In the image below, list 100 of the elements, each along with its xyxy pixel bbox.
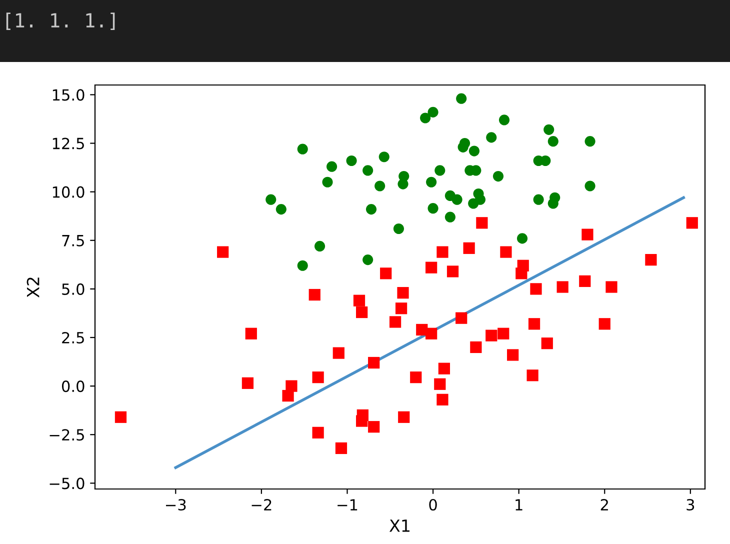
- point: [436, 246, 448, 258]
- point: [410, 372, 422, 384]
- y-tick-label: 15.0: [52, 89, 84, 101]
- point: [374, 180, 386, 192]
- point: [456, 312, 468, 324]
- point: [468, 146, 480, 156]
- point: [541, 338, 553, 350]
- point: [312, 372, 324, 384]
- point: [366, 204, 377, 215]
- point: [606, 281, 618, 293]
- x-tick-label: 0: [429, 498, 437, 511]
- point: [544, 124, 554, 135]
- point: [353, 294, 366, 306]
- point: [452, 194, 462, 205]
- point: [217, 246, 229, 258]
- point: [397, 287, 409, 299]
- point: [314, 240, 326, 252]
- x-tick-label: −3: [166, 498, 186, 511]
- point: [468, 198, 479, 209]
- point: [446, 266, 459, 278]
- y-tick-label: −2.5: [50, 429, 84, 441]
- y-tick-label: −5.0: [50, 478, 84, 490]
- point: [645, 254, 657, 266]
- point: [436, 394, 448, 406]
- point: [526, 370, 538, 382]
- point: [486, 330, 498, 342]
- point: [389, 316, 402, 328]
- y-tick-label: 7.5: [62, 235, 84, 246]
- point: [686, 217, 698, 229]
- point: [548, 198, 558, 209]
- point: [395, 302, 408, 314]
- point: [498, 114, 510, 126]
- point: [507, 349, 519, 361]
- point: [114, 411, 127, 423]
- point: [368, 356, 380, 369]
- point: [498, 328, 510, 340]
- x-tick-label: −1: [338, 499, 358, 510]
- y-tick-label: 2.5: [62, 332, 84, 344]
- point: [516, 233, 528, 244]
- point: [426, 262, 438, 274]
- point: [362, 165, 374, 176]
- point: [579, 275, 591, 287]
- point: [308, 288, 320, 301]
- point: [420, 112, 431, 124]
- y-tick-label: 10.0: [52, 186, 84, 198]
- point: [276, 204, 286, 215]
- point: [584, 136, 596, 147]
- point: [346, 155, 357, 166]
- point: [470, 341, 482, 354]
- point: [380, 268, 392, 280]
- point: [500, 246, 512, 258]
- y-tick-label: 0.0: [62, 380, 84, 392]
- point: [322, 176, 333, 188]
- x-tick-label: 3: [686, 498, 694, 511]
- y-axis-title: X2: [26, 278, 40, 298]
- point: [530, 283, 542, 295]
- point: [362, 254, 374, 266]
- point: [282, 390, 294, 402]
- point: [486, 132, 497, 143]
- point: [434, 378, 446, 390]
- point: [438, 362, 450, 374]
- point: [368, 421, 380, 433]
- x-tick-label: 1: [516, 499, 522, 510]
- point: [426, 176, 437, 188]
- point: [266, 194, 276, 205]
- point: [556, 281, 568, 293]
- point: [326, 161, 338, 172]
- point: [540, 155, 551, 166]
- point: [582, 228, 594, 240]
- point: [312, 426, 324, 438]
- point: [584, 180, 596, 192]
- point: [533, 194, 544, 205]
- point: [598, 318, 610, 330]
- y-tick-label: 12.5: [52, 138, 84, 150]
- point: [242, 377, 254, 389]
- point: [428, 203, 438, 214]
- point: [245, 328, 257, 340]
- point: [297, 260, 308, 271]
- point: [428, 106, 438, 118]
- x-tick-label: −2: [252, 498, 272, 510]
- point: [528, 318, 540, 330]
- point: [516, 268, 528, 280]
- point: [356, 306, 368, 318]
- point: [356, 415, 368, 427]
- point: [398, 178, 408, 190]
- point: [393, 223, 404, 234]
- point: [463, 242, 475, 254]
- point: [458, 142, 468, 152]
- point: [378, 152, 390, 162]
- point: [476, 217, 488, 229]
- x-axis-title: X1: [389, 520, 410, 532]
- point: [434, 165, 446, 176]
- point: [332, 347, 344, 359]
- point: [548, 136, 558, 147]
- point: [335, 442, 348, 454]
- x-tick-label: 2: [600, 498, 608, 510]
- y-tick-label: 5.0: [62, 283, 84, 295]
- point: [492, 171, 504, 182]
- point: [426, 328, 438, 340]
- point: [444, 212, 456, 222]
